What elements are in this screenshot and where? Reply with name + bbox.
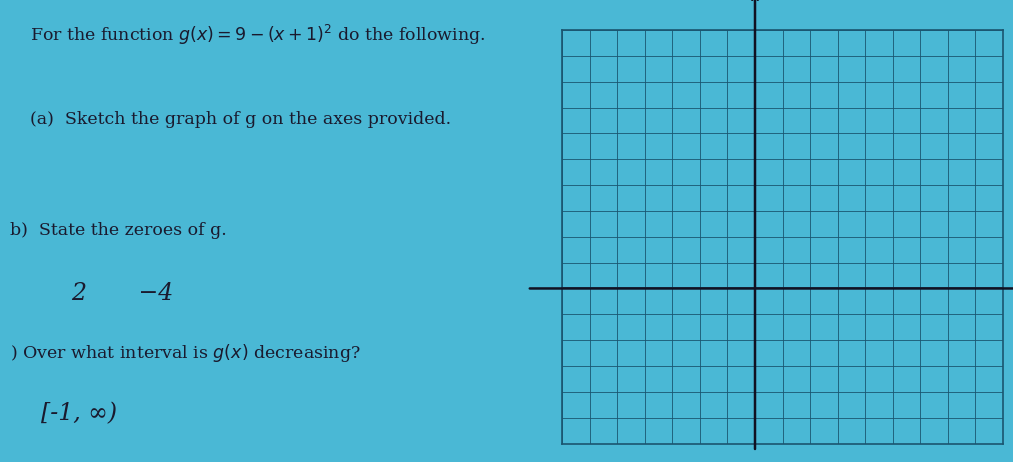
Text: [-1, ∞): [-1, ∞) bbox=[41, 402, 116, 425]
Text: ) Over what interval is $g(x)$ decreasing?: ) Over what interval is $g(x)$ decreasin… bbox=[10, 342, 361, 364]
Text: 2       −4: 2 −4 bbox=[71, 282, 173, 305]
Text: (a)  Sketch the graph of g on the axes provided.: (a) Sketch the graph of g on the axes pr… bbox=[30, 111, 452, 128]
Text: b)  State the zeroes of g.: b) State the zeroes of g. bbox=[10, 222, 227, 239]
Text: For the function $g(x)=9-(x+1)^2$ do the following.: For the function $g(x)=9-(x+1)^2$ do the… bbox=[30, 23, 486, 47]
